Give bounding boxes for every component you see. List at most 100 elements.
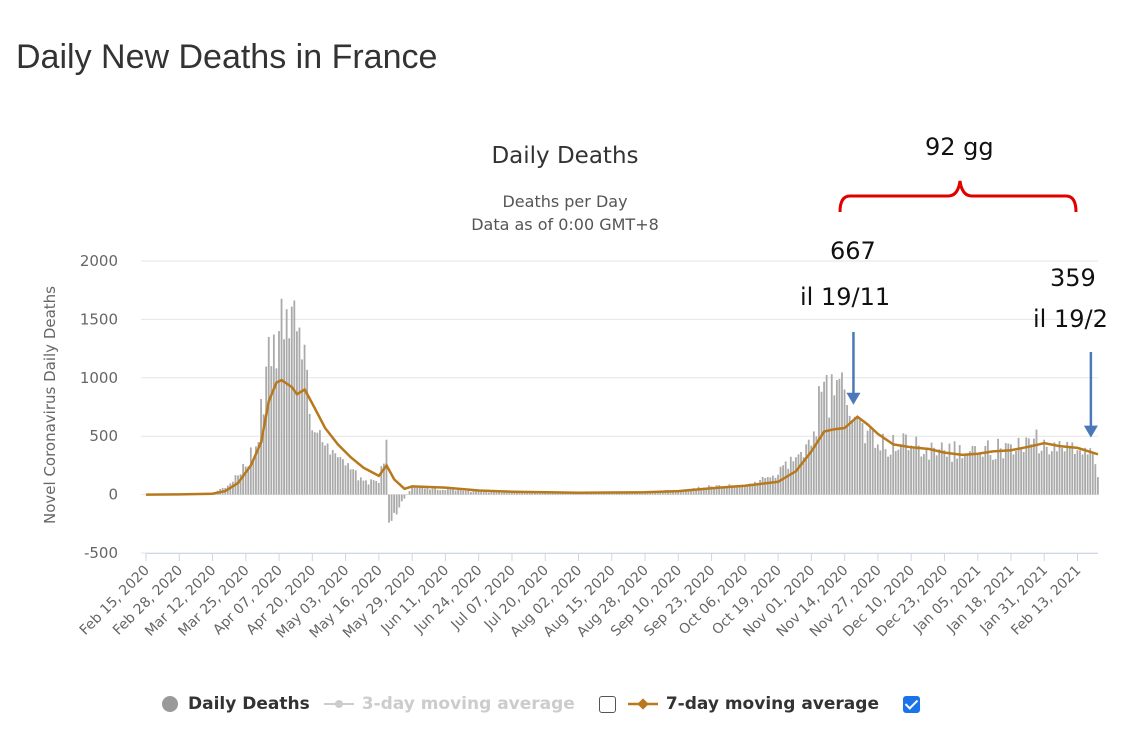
bar bbox=[702, 487, 705, 495]
bar bbox=[237, 475, 239, 495]
bar bbox=[416, 487, 419, 495]
bar bbox=[301, 359, 303, 495]
bar bbox=[708, 485, 710, 495]
bar bbox=[910, 445, 912, 495]
bar bbox=[933, 447, 936, 495]
bar bbox=[718, 485, 721, 495]
bar bbox=[457, 489, 460, 495]
bar bbox=[761, 476, 764, 495]
bar bbox=[244, 466, 247, 495]
bar bbox=[915, 436, 918, 495]
bar bbox=[720, 486, 723, 495]
annotation-latest-date: il 19/2 bbox=[1033, 305, 1108, 333]
bar bbox=[710, 486, 713, 495]
bar bbox=[270, 366, 273, 495]
bar bbox=[925, 449, 928, 495]
annotation-arrowhead bbox=[1083, 425, 1098, 438]
bar bbox=[508, 492, 511, 495]
bar bbox=[1084, 447, 1087, 495]
bar bbox=[354, 470, 357, 495]
bar bbox=[876, 444, 879, 495]
bar bbox=[446, 489, 449, 495]
bar bbox=[444, 490, 447, 495]
bar bbox=[869, 428, 872, 495]
bar bbox=[462, 490, 465, 495]
bar bbox=[408, 491, 411, 495]
bar bbox=[1020, 447, 1023, 495]
bar bbox=[771, 475, 774, 495]
bar bbox=[697, 486, 700, 495]
bar bbox=[306, 369, 309, 495]
bar bbox=[984, 445, 987, 495]
bar bbox=[723, 488, 726, 495]
annotation-peak-value: 667 bbox=[830, 237, 876, 265]
bar bbox=[922, 454, 925, 495]
bar bbox=[902, 433, 905, 495]
bar bbox=[255, 446, 257, 495]
bar bbox=[265, 366, 268, 495]
bar bbox=[1086, 454, 1089, 495]
bar bbox=[336, 457, 339, 495]
bar bbox=[523, 492, 526, 495]
bar bbox=[774, 477, 777, 495]
bar bbox=[503, 492, 506, 495]
bar bbox=[917, 445, 920, 495]
bar bbox=[940, 442, 943, 495]
legend-item-7-day-average[interactable]: 7-day moving average bbox=[627, 694, 879, 714]
bar bbox=[316, 432, 319, 495]
bar bbox=[884, 449, 887, 495]
bar bbox=[1056, 451, 1058, 495]
bar bbox=[874, 447, 877, 495]
chart-subtitle-line-2: Data as of 0:00 GMT+8 bbox=[471, 215, 659, 234]
bar bbox=[736, 486, 738, 495]
bar bbox=[551, 493, 554, 495]
bar bbox=[349, 469, 352, 495]
bar bbox=[429, 489, 431, 495]
bar bbox=[1015, 450, 1017, 495]
bar bbox=[1048, 454, 1051, 495]
legend-label-3-day-average: 3-day moving average bbox=[361, 694, 575, 714]
bar bbox=[815, 436, 818, 495]
bar bbox=[1058, 441, 1061, 495]
bar bbox=[1050, 451, 1053, 495]
bar bbox=[992, 459, 994, 495]
bar bbox=[1071, 442, 1074, 495]
bar bbox=[280, 298, 283, 495]
bar bbox=[797, 454, 800, 495]
bar bbox=[557, 493, 559, 495]
bar bbox=[695, 489, 698, 495]
bar bbox=[866, 430, 869, 495]
bar bbox=[395, 494, 398, 515]
checkbox-3-day-average[interactable] bbox=[598, 695, 616, 713]
bar bbox=[482, 492, 485, 495]
bar bbox=[311, 430, 314, 495]
bar bbox=[951, 461, 953, 495]
bar bbox=[1089, 448, 1092, 495]
bar bbox=[487, 492, 490, 495]
checkbox-7-day-average[interactable] bbox=[902, 695, 920, 713]
y-axis-label: Novel Coronavirus Daily Deaths bbox=[41, 286, 59, 524]
bar bbox=[283, 339, 285, 495]
bar bbox=[426, 487, 429, 495]
bar bbox=[490, 491, 493, 495]
legend-item-3-day-average[interactable]: 3-day moving average bbox=[323, 694, 575, 714]
bar bbox=[807, 439, 810, 495]
bar bbox=[823, 381, 825, 495]
bar bbox=[948, 443, 951, 495]
legend-item-daily-deaths[interactable]: Daily Deaths bbox=[160, 694, 310, 714]
bar bbox=[969, 451, 971, 495]
bar bbox=[687, 488, 690, 495]
bar bbox=[1061, 448, 1063, 495]
bar bbox=[539, 493, 541, 495]
bar bbox=[889, 454, 892, 495]
bar bbox=[313, 432, 316, 495]
bar bbox=[899, 444, 902, 495]
bar bbox=[495, 492, 498, 495]
bar bbox=[413, 486, 416, 495]
bar bbox=[715, 485, 718, 495]
bar bbox=[303, 344, 306, 495]
bar bbox=[288, 338, 291, 495]
bar bbox=[871, 430, 874, 495]
